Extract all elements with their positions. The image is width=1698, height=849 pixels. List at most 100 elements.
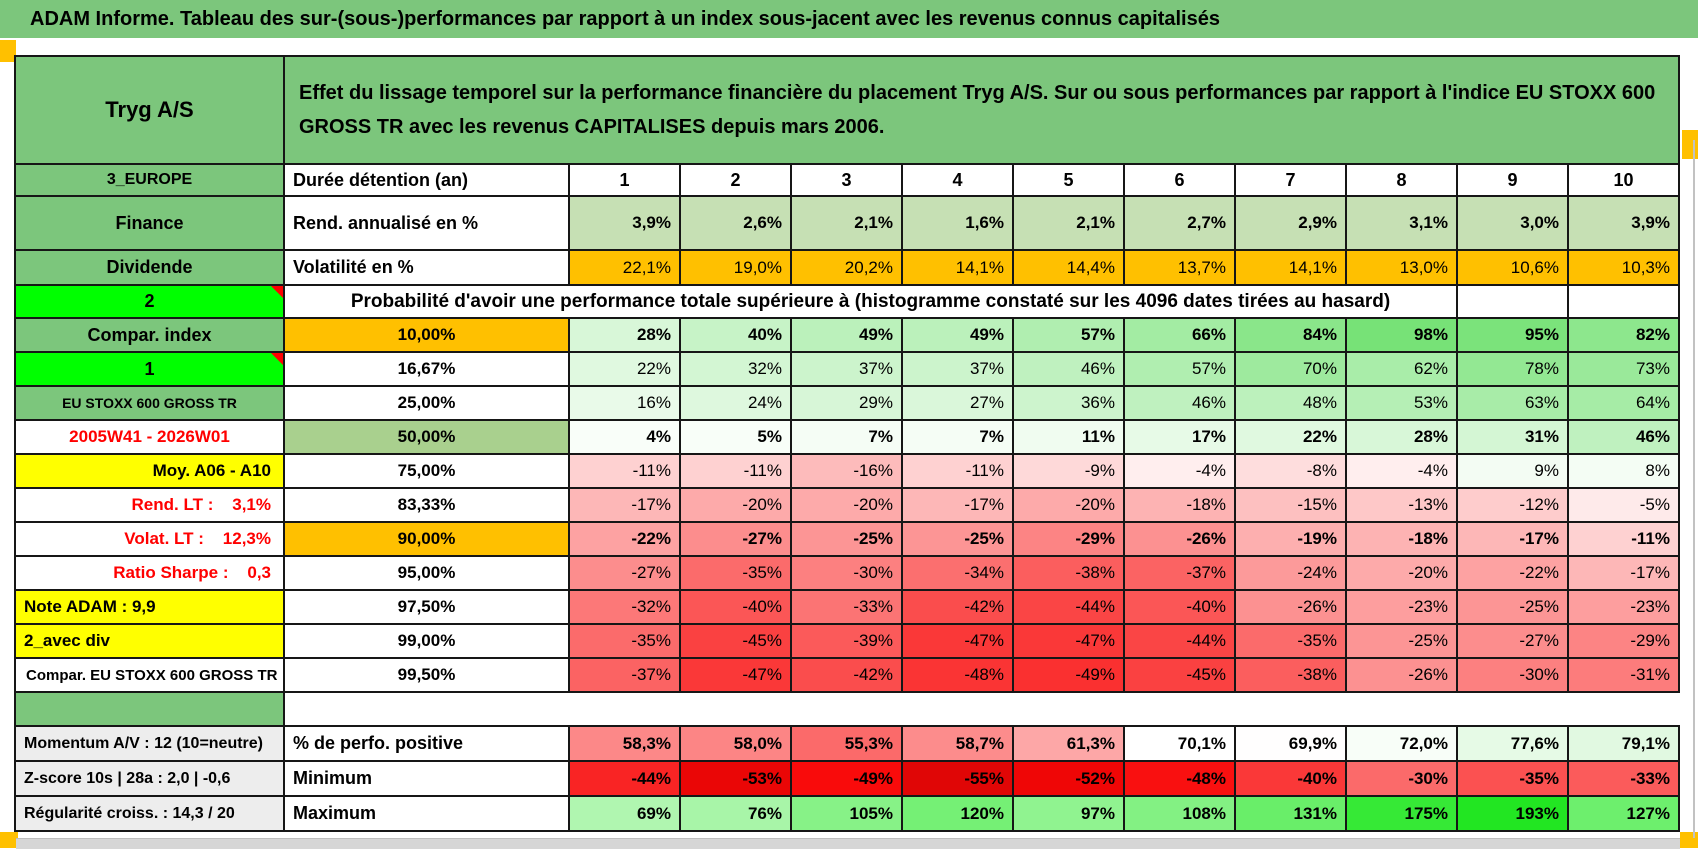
data-cell[interactable]: 64% <box>1567 385 1680 421</box>
empty-cell[interactable] <box>1567 284 1680 319</box>
row-label-cell[interactable]: 97,50% <box>283 589 570 625</box>
data-cell[interactable]: 84% <box>1234 317 1347 353</box>
data-cell[interactable]: 22% <box>1234 419 1347 455</box>
data-cell[interactable]: 70% <box>1234 351 1347 387</box>
data-cell[interactable]: 69% <box>568 795 681 832</box>
data-cell[interactable]: 10,6% <box>1456 249 1569 286</box>
row-label-cell[interactable]: Volatilité en % <box>283 249 570 286</box>
left-label-cell[interactable]: Momentum A/V : 12 (10=neutre) <box>14 725 285 762</box>
column-header-cell[interactable]: 1 <box>568 163 681 197</box>
data-cell[interactable]: 53% <box>1345 385 1458 421</box>
data-cell[interactable]: 32% <box>679 351 792 387</box>
data-cell[interactable]: -25% <box>1345 623 1458 659</box>
column-header-cell[interactable]: 10 <box>1567 163 1680 197</box>
left-label-cell[interactable]: Régularité croiss. : 14,3 / 20 <box>14 795 285 832</box>
data-cell[interactable]: 46% <box>1012 351 1125 387</box>
data-cell[interactable]: 31% <box>1456 419 1569 455</box>
data-cell[interactable]: 98% <box>1345 317 1458 353</box>
data-cell[interactable]: -53% <box>679 760 792 797</box>
data-cell[interactable]: 175% <box>1345 795 1458 832</box>
data-cell[interactable]: 127% <box>1567 795 1680 832</box>
data-cell[interactable]: 72,0% <box>1345 725 1458 762</box>
column-header-cell[interactable]: 6 <box>1123 163 1236 197</box>
sheet-name-cell[interactable]: 3_EUROPE <box>14 163 285 197</box>
data-cell[interactable]: -37% <box>1123 555 1236 591</box>
data-cell[interactable]: -26% <box>1234 589 1347 625</box>
left-label-cell[interactable]: Ratio Sharpe : 0,3 <box>14 555 285 591</box>
data-cell[interactable]: 79,1% <box>1567 725 1680 762</box>
data-cell[interactable]: 131% <box>1234 795 1347 832</box>
left-label-cell[interactable]: Dividende <box>14 249 285 286</box>
row-label-cell[interactable]: Maximum <box>283 795 570 832</box>
data-cell[interactable]: -27% <box>568 555 681 591</box>
data-cell[interactable]: 55,3% <box>790 725 903 762</box>
data-cell[interactable]: -13% <box>1345 487 1458 523</box>
data-cell[interactable]: 63% <box>1456 385 1569 421</box>
data-cell[interactable]: 46% <box>1123 385 1236 421</box>
data-cell[interactable]: -49% <box>1012 657 1125 693</box>
data-cell[interactable]: -24% <box>1234 555 1347 591</box>
data-cell[interactable]: -44% <box>1012 589 1125 625</box>
data-cell[interactable]: 58,0% <box>679 725 792 762</box>
data-cell[interactable]: 48% <box>1234 385 1347 421</box>
data-cell[interactable]: 2,9% <box>1234 195 1347 251</box>
data-cell[interactable]: -25% <box>1456 589 1569 625</box>
data-cell[interactable]: 17% <box>1123 419 1236 455</box>
data-cell[interactable]: 1,6% <box>901 195 1014 251</box>
data-cell[interactable]: -47% <box>901 623 1014 659</box>
data-cell[interactable]: -12% <box>1456 487 1569 523</box>
data-cell[interactable]: -11% <box>568 453 681 489</box>
data-cell[interactable]: -20% <box>679 487 792 523</box>
data-cell[interactable]: -16% <box>790 453 903 489</box>
left-label-cell[interactable]: Rend. LT : 3,1% <box>14 487 285 523</box>
data-cell[interactable]: -15% <box>1234 487 1347 523</box>
data-cell[interactable]: -20% <box>1345 555 1458 591</box>
row-label-cell[interactable]: Minimum <box>283 760 570 797</box>
data-cell[interactable]: -11% <box>679 453 792 489</box>
data-cell[interactable]: 2,6% <box>679 195 792 251</box>
data-cell[interactable]: -8% <box>1234 453 1347 489</box>
data-cell[interactable]: -42% <box>790 657 903 693</box>
row-label-cell[interactable]: 83,33% <box>283 487 570 523</box>
data-cell[interactable]: -35% <box>1456 760 1569 797</box>
data-cell[interactable]: 3,0% <box>1456 195 1569 251</box>
row-label-cell[interactable]: 50,00% <box>283 419 570 455</box>
data-cell[interactable]: 13,7% <box>1123 249 1236 286</box>
row-label-cell[interactable]: 25,00% <box>283 385 570 421</box>
left-label-cell[interactable]: 2005W41 - 2026W01 <box>14 419 285 455</box>
left-label-cell[interactable]: 2_avec div <box>14 623 285 659</box>
data-cell[interactable]: 4% <box>568 419 681 455</box>
data-cell[interactable]: 29% <box>790 385 903 421</box>
data-cell[interactable]: 24% <box>679 385 792 421</box>
data-cell[interactable]: -5% <box>1567 487 1680 523</box>
data-cell[interactable]: -35% <box>1234 623 1347 659</box>
column-header-cell[interactable]: 7 <box>1234 163 1347 197</box>
data-cell[interactable]: 40% <box>679 317 792 353</box>
data-cell[interactable]: -26% <box>1123 521 1236 557</box>
data-cell[interactable]: 7% <box>790 419 903 455</box>
data-cell[interactable]: 36% <box>1012 385 1125 421</box>
data-cell[interactable]: 49% <box>901 317 1014 353</box>
data-cell[interactable]: -39% <box>790 623 903 659</box>
data-cell[interactable]: -25% <box>901 521 1014 557</box>
left-label-cell[interactable]: Finance <box>14 195 285 251</box>
data-cell[interactable]: 105% <box>790 795 903 832</box>
data-cell[interactable]: 95% <box>1456 317 1569 353</box>
data-cell[interactable]: 120% <box>901 795 1014 832</box>
data-cell[interactable]: -30% <box>1456 657 1569 693</box>
data-cell[interactable]: 28% <box>568 317 681 353</box>
data-cell[interactable]: 193% <box>1456 795 1569 832</box>
data-cell[interactable]: -17% <box>1456 521 1569 557</box>
data-cell[interactable]: -11% <box>1567 521 1680 557</box>
left-label-cell[interactable]: 1 <box>14 351 285 387</box>
left-label-cell[interactable]: Z-score 10s | 28a : 2,0 | -0,6 <box>14 760 285 797</box>
data-cell[interactable]: -23% <box>1567 589 1680 625</box>
data-cell[interactable]: 8% <box>1567 453 1680 489</box>
row-label-cell[interactable]: Rend. annualisé en % <box>283 195 570 251</box>
left-label-cell[interactable]: Note ADAM : 9,9 <box>14 589 285 625</box>
data-cell[interactable]: -18% <box>1345 521 1458 557</box>
left-label-cell[interactable]: Compar. index <box>14 317 285 353</box>
data-cell[interactable]: -44% <box>568 760 681 797</box>
data-cell[interactable]: 57% <box>1012 317 1125 353</box>
data-cell[interactable]: -17% <box>901 487 1014 523</box>
